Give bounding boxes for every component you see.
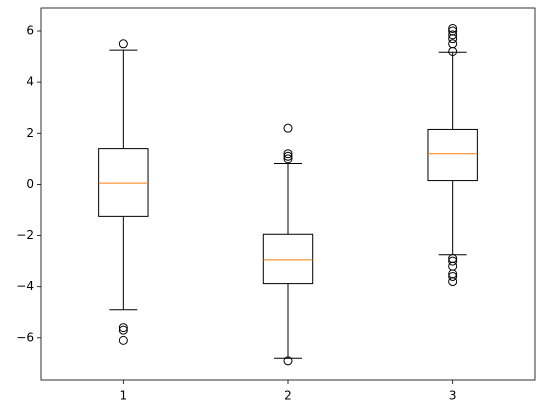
flier	[283, 149, 293, 159]
y-tick-label: 4	[26, 75, 34, 89]
flier	[448, 261, 458, 271]
x-tick-label: 2	[284, 389, 292, 403]
x-tick-label: 3	[449, 389, 457, 403]
box	[427, 128, 478, 182]
y-tick-label: 2	[26, 126, 34, 140]
box	[262, 233, 314, 285]
flier	[448, 23, 458, 33]
flier	[448, 26, 458, 36]
flier	[118, 39, 128, 49]
flier	[448, 256, 458, 266]
y-tick-label: −6	[16, 330, 34, 344]
flier	[118, 325, 128, 335]
flier	[448, 39, 458, 49]
flier	[118, 323, 128, 333]
flier	[283, 356, 293, 366]
flier	[448, 277, 458, 287]
flier	[448, 30, 458, 40]
flier	[283, 151, 293, 161]
box	[98, 148, 149, 217]
flier	[118, 335, 128, 345]
flier	[283, 123, 293, 133]
y-tick-label: 0	[26, 177, 34, 191]
y-tick-label: −4	[16, 279, 34, 293]
plot-frame	[40, 7, 536, 381]
x-tick-label: 1	[120, 389, 128, 403]
flier	[283, 154, 293, 164]
y-tick-label: −2	[16, 228, 34, 242]
flier	[448, 271, 458, 281]
y-tick-label: 6	[26, 24, 34, 38]
